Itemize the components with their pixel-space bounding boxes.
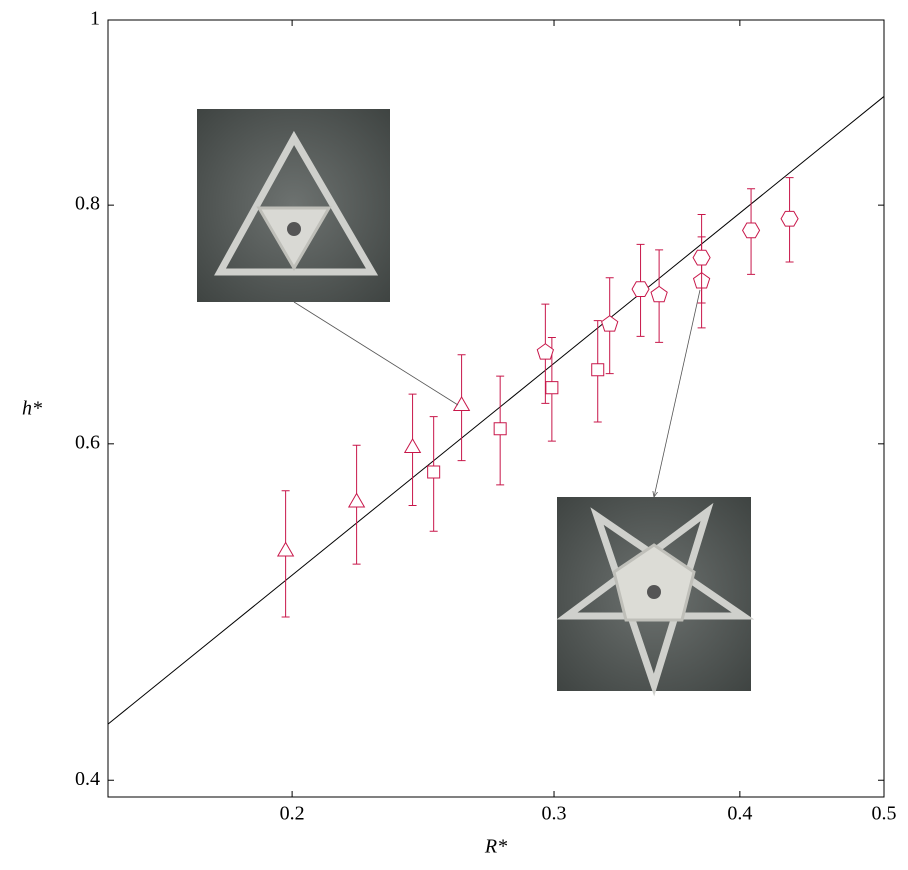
marker-square <box>591 363 605 377</box>
marker-square <box>493 422 507 436</box>
y-axis-label: h* <box>22 398 42 420</box>
x-tick-label: 0.4 <box>727 803 752 825</box>
marker-triangle <box>452 395 471 411</box>
marker-pentagon <box>601 315 619 332</box>
inset-pointer <box>293 301 459 406</box>
x-axis-label: R* <box>484 836 507 858</box>
x-tick-label: 0.2 <box>280 803 305 825</box>
marker-square <box>427 465 441 479</box>
marker-hexagon <box>780 210 799 227</box>
marker-triangle <box>276 541 295 557</box>
inset-star-photo <box>556 497 755 697</box>
marker-pentagon <box>650 285 668 303</box>
inset-triangle-photo <box>197 109 390 302</box>
y-tick-label: 0.6 <box>75 431 100 453</box>
inset-pointer <box>654 289 701 497</box>
y-tick-label: 0.4 <box>75 768 100 790</box>
x-tick-label: 0.5 <box>872 803 897 825</box>
fit-line <box>107 96 885 725</box>
plot-frame <box>107 19 885 798</box>
marker-pentagon <box>536 343 555 360</box>
marker-hexagon <box>692 249 711 266</box>
marker-triangle <box>403 437 422 453</box>
marker-square <box>545 381 559 395</box>
marker-triangle <box>347 492 366 508</box>
y-tick-label: 1 <box>90 8 100 30</box>
y-tick-label: 0.8 <box>75 193 100 215</box>
x-tick-label: 0.3 <box>542 803 567 825</box>
marker-hexagon <box>741 222 761 239</box>
marker-hexagon <box>631 281 650 297</box>
